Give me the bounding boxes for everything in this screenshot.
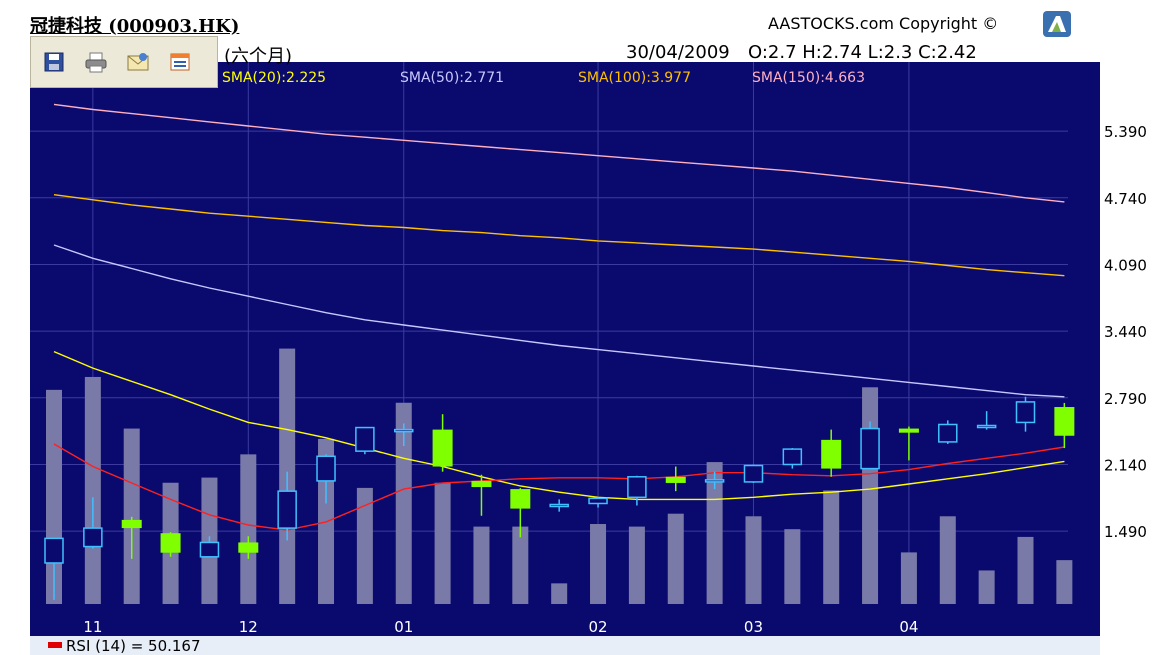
- sma100-label: SMA(100):3.977: [578, 70, 691, 86]
- ohlc-readout: O:2.7 H:2.74 L:2.3 C:2.42: [748, 42, 977, 63]
- save-icon: [44, 52, 64, 72]
- x-tick-label: 04: [899, 618, 918, 636]
- sma-line-50: [53, 244, 1065, 398]
- volume-bar: [473, 526, 490, 604]
- chart-title: 冠捷科技 (000903.HK): [30, 16, 240, 37]
- candle-body-up: [316, 455, 336, 482]
- chart-toolbar: [30, 36, 218, 88]
- sma50-label: SMA(50):2.771: [400, 70, 505, 86]
- volume-bar: [1056, 560, 1073, 604]
- period-label: (六个月): [224, 46, 293, 67]
- volume-bar: [628, 526, 645, 604]
- candle-body-up: [627, 476, 647, 499]
- volume-bar: [84, 376, 101, 604]
- volume-bar: [434, 482, 451, 604]
- y-tick-label: 3.440: [1104, 323, 1147, 341]
- volume-bar: [395, 402, 412, 604]
- volume-bar: [240, 454, 257, 604]
- volume-bar: [1017, 536, 1034, 604]
- volume-bar: [900, 552, 917, 604]
- sma-line-100: [53, 194, 1065, 277]
- candle-body-down: [665, 476, 686, 483]
- candle-body-down: [821, 439, 842, 469]
- volume-bar: [706, 462, 723, 604]
- candle-body-down: [432, 429, 453, 467]
- candle-body-up: [704, 479, 725, 483]
- rsi-label: RSI (14) = 50.167: [66, 637, 201, 655]
- volume-bar: [823, 490, 840, 604]
- quote-date: 30/04/2009: [626, 42, 730, 63]
- volume-bar: [356, 487, 373, 604]
- candle-body-up: [976, 424, 997, 429]
- sma-line-20: [53, 350, 1065, 501]
- candle-body-up: [743, 464, 764, 483]
- candle-body-up: [393, 428, 414, 433]
- y-tick-label: 4.740: [1104, 190, 1147, 208]
- y-tick-label: 2.140: [1104, 456, 1147, 474]
- export-button[interactable]: [165, 47, 195, 77]
- print-button[interactable]: [81, 47, 111, 77]
- candle-body-up: [355, 426, 375, 452]
- candle-body-down: [510, 489, 531, 509]
- candle-body-up: [199, 541, 220, 558]
- candle-body-up: [549, 503, 569, 508]
- x-tick-label: 02: [588, 618, 607, 636]
- candle-body-up: [860, 427, 880, 470]
- candle-body-up: [83, 527, 103, 548]
- sma-line-150: [53, 103, 1065, 203]
- x-tick-label: 12: [239, 618, 258, 636]
- plot-background: [30, 62, 1100, 636]
- volume-bar: [939, 516, 956, 604]
- volume-bar: [123, 428, 140, 604]
- export-icon: [170, 53, 190, 71]
- sma-line-10: [53, 443, 1065, 531]
- candle-body-down: [471, 480, 492, 488]
- x-tick-label: 11: [83, 618, 102, 636]
- volume-bar: [978, 570, 995, 604]
- candle-body-down: [238, 542, 259, 553]
- volume-bar: [590, 524, 607, 604]
- y-tick-label: 5.390: [1104, 123, 1147, 141]
- y-tick-label: 2.790: [1104, 390, 1147, 408]
- volume-bar: [667, 513, 684, 604]
- rsi-legend-marker: [48, 642, 62, 648]
- save-button[interactable]: [39, 47, 69, 77]
- candle-body-down: [1054, 407, 1075, 436]
- y-tick-label: 4.090: [1104, 256, 1147, 274]
- candle-body-down: [160, 533, 181, 553]
- sma150-label: SMA(150):4.663: [752, 70, 865, 86]
- volume-bar: [862, 387, 879, 604]
- candle-body-up: [1015, 401, 1036, 424]
- candle-body-up: [782, 448, 803, 466]
- candle-body-up: [277, 490, 297, 529]
- x-tick-label: 01: [394, 618, 413, 636]
- copyright-text: AASTOCKS.com Copyright ©: [768, 14, 999, 33]
- email-button[interactable]: [123, 47, 153, 77]
- candle-body-down: [898, 428, 919, 433]
- volume-bar: [784, 529, 801, 604]
- volume-bar: [745, 516, 762, 604]
- candle-body-up: [44, 537, 64, 564]
- y-tick-label: 1.490: [1104, 523, 1147, 541]
- candle-body-down: [121, 519, 142, 529]
- print-icon: [85, 52, 107, 73]
- email-icon: [127, 53, 149, 71]
- volume-bar: [512, 526, 529, 604]
- sma20-label: SMA(20):2.225: [222, 70, 327, 86]
- rsi-panel: [30, 636, 1100, 655]
- candle-body-up: [588, 497, 608, 505]
- x-tick-label: 03: [744, 618, 763, 636]
- volume-bar: [551, 583, 568, 604]
- aastocks-logo-icon: [1042, 10, 1072, 38]
- candle-body-up: [938, 423, 958, 443]
